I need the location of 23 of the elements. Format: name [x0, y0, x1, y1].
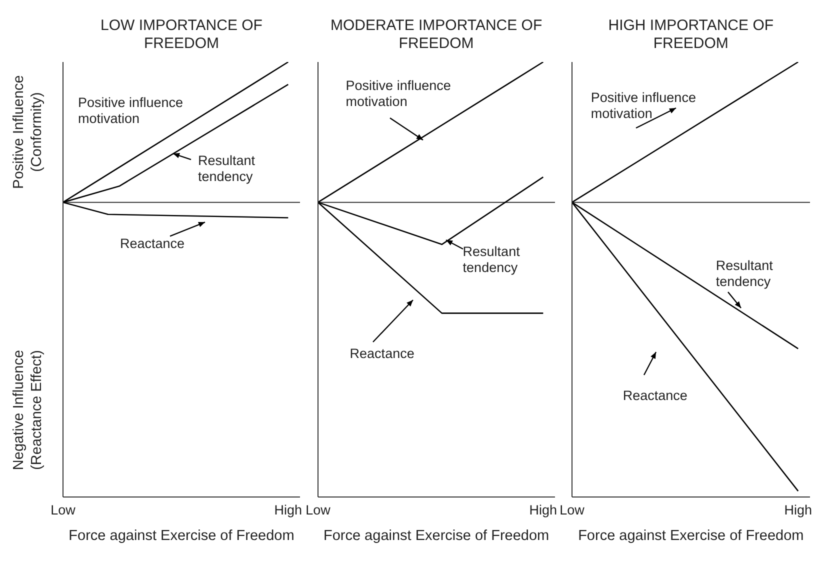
- x-axis-title: Force against Exercise of Freedom: [577, 527, 805, 545]
- legend-label: Reactance: [622, 388, 688, 404]
- chart-title: HIGH IMPORTANCE OF FREEDOM: [607, 16, 775, 54]
- y-axis-title: Positive Influence (Conformity): [10, 74, 46, 191]
- legend-label: Resultant tendency: [198, 153, 256, 185]
- chart-title: LOW IMPORTANCE OF FREEDOM: [100, 16, 264, 54]
- x-tick-label: Low: [560, 502, 585, 518]
- series-label: Positive influence motivation: [78, 95, 184, 127]
- series-label: Positive influence motivation: [346, 78, 452, 110]
- x-tick-label: Low: [305, 502, 330, 518]
- text: Negative Influence (Reactance Effect): [10, 348, 46, 472]
- series-label: Reactance: [120, 236, 186, 252]
- series-label: Positive influence motivation: [590, 90, 697, 122]
- legend-label: Resultant tendency: [462, 244, 521, 276]
- chart-title: MODERATE IMPORTANCE OF FREEDOM: [329, 16, 544, 54]
- x-axis-title: Force against Exercise of Freedom: [322, 527, 550, 545]
- x-tick-label: High: [529, 502, 557, 518]
- text: Reactance: [350, 346, 416, 362]
- series-label: Resultant tendency: [716, 258, 774, 290]
- x-axis-title: Force against Exercise of Freedom: [68, 527, 296, 545]
- x-tick-label: High: [784, 502, 812, 518]
- x-tick-label: High: [274, 502, 302, 518]
- x-tick-label: Low: [50, 502, 76, 518]
